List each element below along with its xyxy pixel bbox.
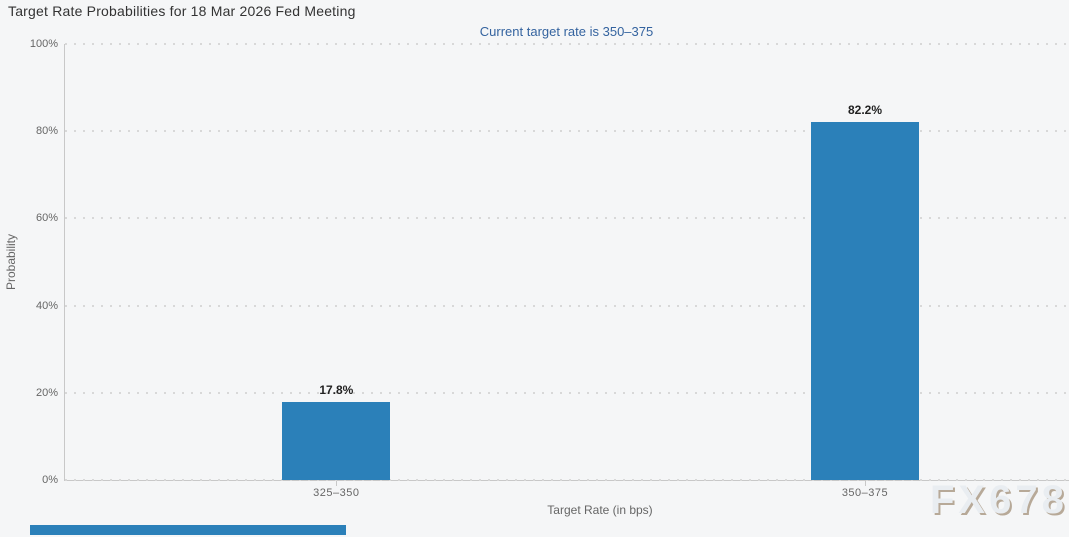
x-axis-title: Target Rate (in bps) (547, 503, 653, 517)
y-tick-label: 0% (42, 474, 58, 486)
y-tick-label: 40% (35, 299, 58, 312)
category-label: 325–350 (313, 487, 360, 499)
x-axis-tick (864, 481, 866, 486)
y-tick-label: 80% (35, 125, 58, 138)
bar-value-label: 17.8% (319, 383, 354, 398)
gridline-60% (65, 217, 1069, 220)
y-tick-label: 100% (29, 38, 58, 50)
gridline-0% (65, 479, 1069, 481)
gridline-40% (65, 304, 1069, 307)
gridline-20% (65, 391, 1069, 394)
x-axis-tick (336, 481, 338, 486)
gridline-80% (65, 130, 1069, 133)
y-axis-title: Probability (4, 233, 18, 291)
chart-subtitle: Current target rate is 350–375 (479, 24, 654, 39)
chart-title: Target Rate Probabilities for 18 Mar 202… (8, 3, 356, 19)
gridline-100% (65, 43, 1069, 45)
bar-value-label: 82.2% (847, 102, 882, 117)
y-tick-label: 60% (35, 212, 58, 225)
bar-325–350[interactable] (282, 402, 391, 480)
y-tick-label: 20% (35, 386, 58, 399)
y-axis-line (64, 44, 65, 480)
fx678-watermark: FX678 (930, 478, 1068, 522)
bar-350–375[interactable] (810, 121, 919, 480)
category-label: 350–375 (841, 487, 889, 499)
bottom-blue-strip (30, 525, 346, 535)
